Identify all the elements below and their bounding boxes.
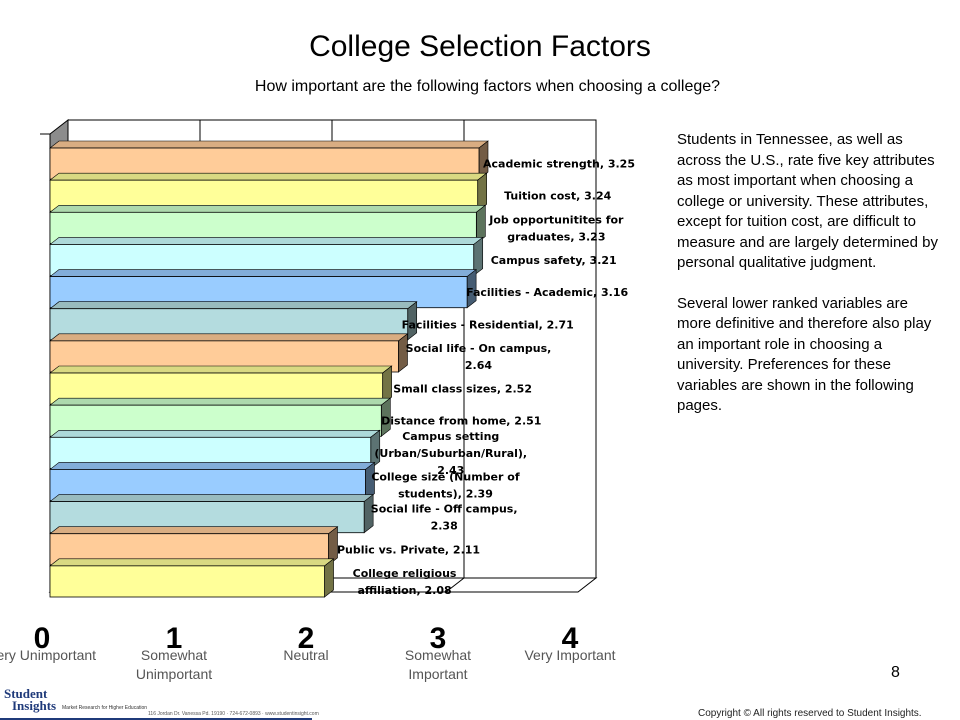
bar-top-13 — [49, 526, 339, 535]
bar-front-14 — [49, 565, 325, 598]
bar-label-5: Facilities - Academic, 3.16 — [466, 286, 628, 299]
bar-14 — [49, 558, 335, 598]
bar-top-4 — [49, 237, 484, 245]
x-tick-0: 0 — [34, 622, 51, 655]
logo-tagline: Market Research for Higher Education — [62, 705, 148, 711]
bar-label-8: Small class sizes, 2.52 — [393, 383, 532, 396]
bar-label-11: College size (Number of students), 2.39 — [371, 471, 519, 501]
bar-top-10 — [49, 429, 381, 438]
bar-label-2: Tuition cost, 3.24 — [504, 190, 612, 203]
commentary-paragraph-1: Students in Tennessee, as well as across… — [677, 131, 938, 271]
bar-side-14 — [324, 558, 334, 598]
bar-label-14: College religious affiliation, 2.08 — [353, 567, 457, 597]
bar-label-7: Social life - On campus, 2.64 — [406, 342, 552, 372]
bar-label-4: Campus safety, 3.21 — [491, 254, 617, 267]
bar-label-6: Facilities - Residential, 2.71 — [402, 318, 574, 331]
commentary-paragraph-2: Several lower ranked variables are more … — [677, 294, 932, 415]
bar-label-1: Academic strength, 3.25 — [483, 158, 635, 171]
logo-line-2: Insights — [12, 698, 57, 713]
bar-label-13: Public vs. Private, 2.11 — [337, 543, 480, 556]
bar-top-8 — [49, 365, 393, 374]
scale-label-0: Very Unimportant — [0, 647, 97, 663]
scale-label-4: Very Important — [524, 647, 616, 663]
x-tick-2: 2 — [298, 622, 315, 655]
scale-label-2: Neutral — [283, 647, 329, 663]
bar-label-3: Job opportunitites for graduates, 3.23 — [488, 213, 624, 243]
bar-top-2 — [49, 172, 488, 181]
floor-gridline-3 — [445, 577, 465, 593]
logo-contact: 116 Jordan Dr. Vanessa Pd. 19190 · 724-6… — [148, 711, 319, 717]
x-tick-1: 1 — [166, 622, 183, 655]
student-insights-logo: Student Insights Market Research for Hig… — [0, 686, 320, 720]
commentary-text: Students in Tennessee, as well as across… — [677, 130, 942, 437]
chart-subtitle: How important are the following factors … — [254, 78, 721, 95]
bar-top-9 — [49, 397, 392, 406]
bar-label-12: Social life - Off campus, 2.38 — [371, 503, 518, 533]
bar-top-6 — [49, 301, 418, 310]
chart-title: College Selection Factors — [309, 30, 651, 63]
scale-label-3: Somewhat Important — [404, 647, 472, 682]
bar-chart: Academic strength, 3.25 Tuition cost, 3.2… — [34, 118, 635, 655]
x-tick-4: 4 — [562, 622, 579, 655]
bar-top-12 — [49, 494, 375, 502]
bar-top-11 — [49, 462, 376, 470]
scale-label-1: Somewhat Unimportant — [135, 647, 213, 682]
copyright-notice: Copyright © All rights reserved to Stude… — [698, 708, 922, 719]
x-tick-3: 3 — [430, 622, 447, 655]
logo-line-1: Student — [4, 686, 48, 701]
logo-underline — [0, 718, 312, 720]
bar-top-14 — [49, 558, 335, 567]
bar-top-7 — [49, 333, 409, 342]
bar-top-3 — [49, 204, 487, 213]
bar-top-5 — [49, 269, 477, 277]
bar-label-10: Campus setting (Urban/Suburban/Rural), 2.4… — [374, 430, 527, 477]
bar-top-1 — [49, 140, 489, 149]
page-number: 8 — [891, 664, 900, 681]
bar-label-9: Distance from home, 2.51 — [381, 415, 541, 428]
